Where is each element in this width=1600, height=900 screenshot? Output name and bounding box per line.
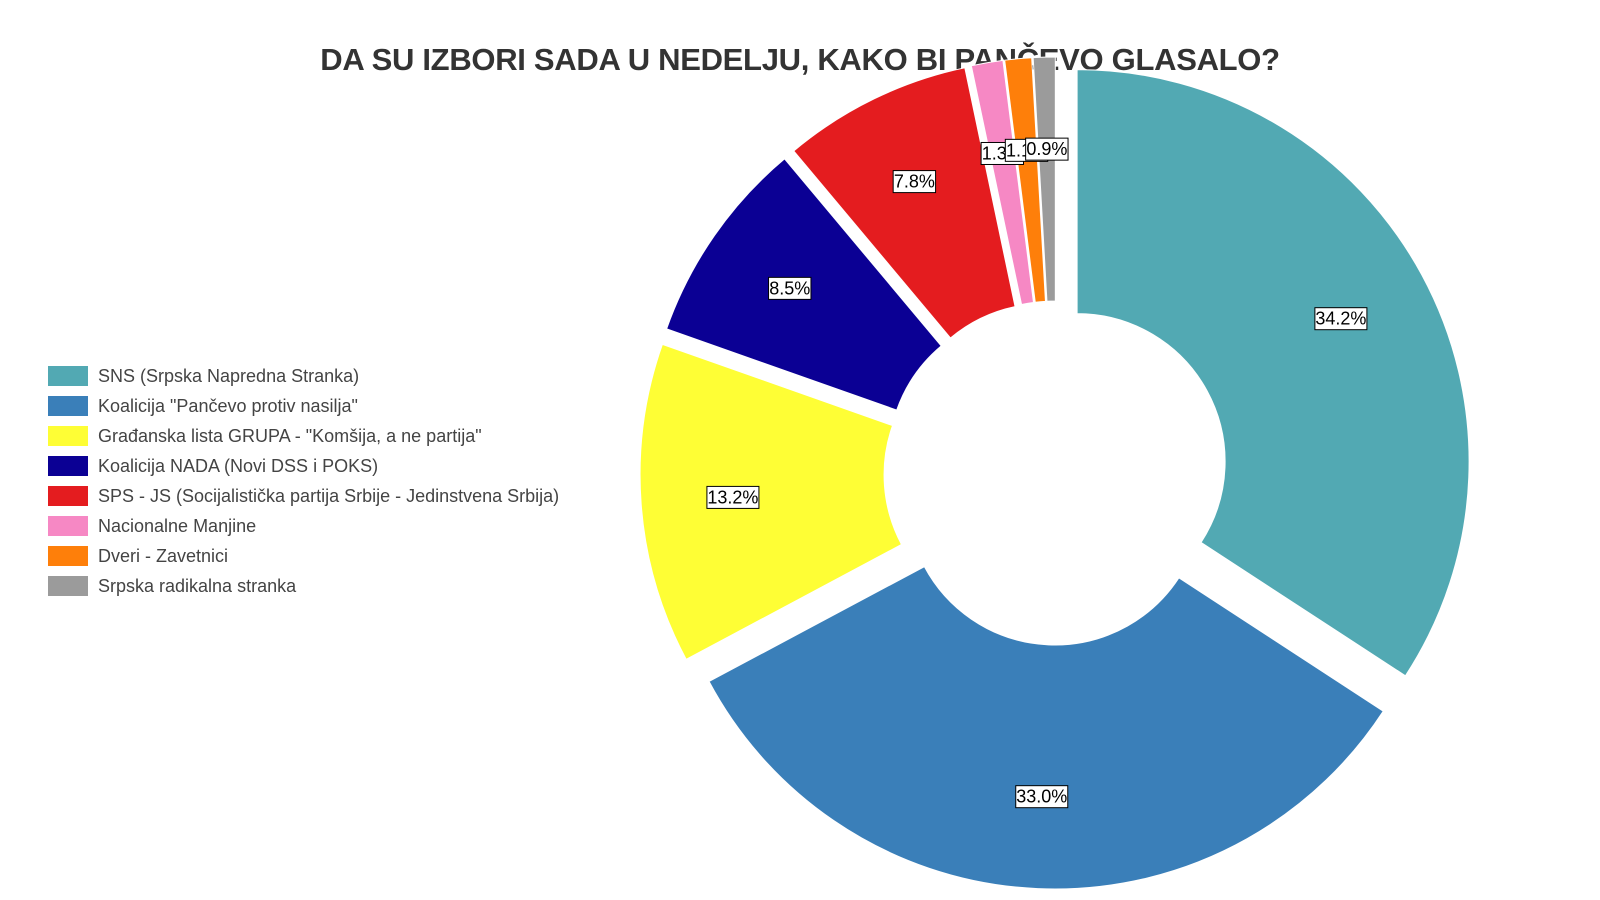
donut-slice[interactable]: [793, 67, 1016, 339]
legend-label: Nacionalne Manjine: [98, 515, 257, 536]
legend-swatch: [48, 366, 88, 386]
data-label: 33.0%: [1015, 785, 1069, 809]
data-label: 13.2%: [706, 485, 760, 509]
data-label: 0.9%: [1025, 137, 1069, 161]
data-label-text: 8.5%: [769, 278, 810, 298]
legend-swatch: [48, 426, 88, 446]
data-label-text: 34.2%: [1315, 309, 1366, 329]
legend-item[interactable]: SNS (Srpska Napredna Stranka): [48, 361, 559, 391]
legend-item[interactable]: Nacionalne Manjine: [48, 511, 559, 541]
data-label: 7.8%: [892, 170, 937, 194]
legend-swatch: [48, 516, 88, 536]
legend-swatch: [48, 396, 88, 416]
data-label-text: 0.9%: [1026, 139, 1067, 159]
legend-item[interactable]: Koalicija NADA (Novi DSS i POKS): [48, 451, 559, 481]
legend-swatch: [48, 486, 88, 506]
legend-label: Koalicija NADA (Novi DSS i POKS): [98, 455, 379, 476]
donut-slice[interactable]: [1004, 57, 1046, 303]
data-label-text: 13.2%: [707, 487, 758, 507]
legend-swatch: [48, 546, 88, 566]
legend-label: Građanska lista GRUPA - "Komšija, a ne p…: [98, 425, 482, 446]
legend-swatch: [48, 456, 88, 476]
donut-slice[interactable]: [639, 343, 903, 661]
donut-slice[interactable]: [970, 59, 1035, 306]
data-label-box: [706, 485, 760, 509]
legend-item[interactable]: Građanska lista GRUPA - "Komšija, a ne p…: [48, 421, 559, 451]
data-label-box: [892, 170, 937, 194]
donut-slice[interactable]: [1032, 56, 1056, 302]
legend-swatch: [48, 576, 88, 596]
legend-label: Dveri - Zavetnici: [98, 545, 229, 566]
legend-item[interactable]: Dveri - Zavetnici: [48, 541, 559, 571]
data-label-text: 33.0%: [1016, 787, 1067, 807]
legend-item[interactable]: SPS - JS (Socijalistička partija Srbije …: [48, 481, 559, 511]
data-label-text: 7.8%: [894, 172, 935, 192]
data-label-box: [768, 276, 812, 300]
data-label: 8.5%: [768, 276, 812, 300]
data-label-box: [1025, 137, 1069, 161]
donut-slice[interactable]: [1076, 69, 1470, 677]
chart-title: DA SU IZBORI SADA U NEDELJU, KAKO BI PAN…: [320, 42, 1280, 77]
donut-slice[interactable]: [708, 565, 1384, 890]
legend-item[interactable]: Srpska radikalna stranka: [48, 571, 559, 601]
data-label-box: [1314, 307, 1368, 331]
legend-item[interactable]: Koalicija "Pančevo protiv nasilja": [48, 391, 559, 421]
legend-label: Srpska radikalna stranka: [98, 575, 297, 596]
legend-label: SPS - JS (Socijalistička partija Srbije …: [98, 485, 560, 506]
legend: SNS (Srpska Napredna Stranka) Koalicija "…: [48, 361, 559, 601]
legend-label: Koalicija "Pančevo protiv nasilja": [98, 395, 358, 416]
data-label-box: [1015, 785, 1069, 809]
data-label: 34.2%: [1314, 307, 1368, 331]
legend-label: SNS (Srpska Napredna Stranka): [98, 365, 360, 386]
